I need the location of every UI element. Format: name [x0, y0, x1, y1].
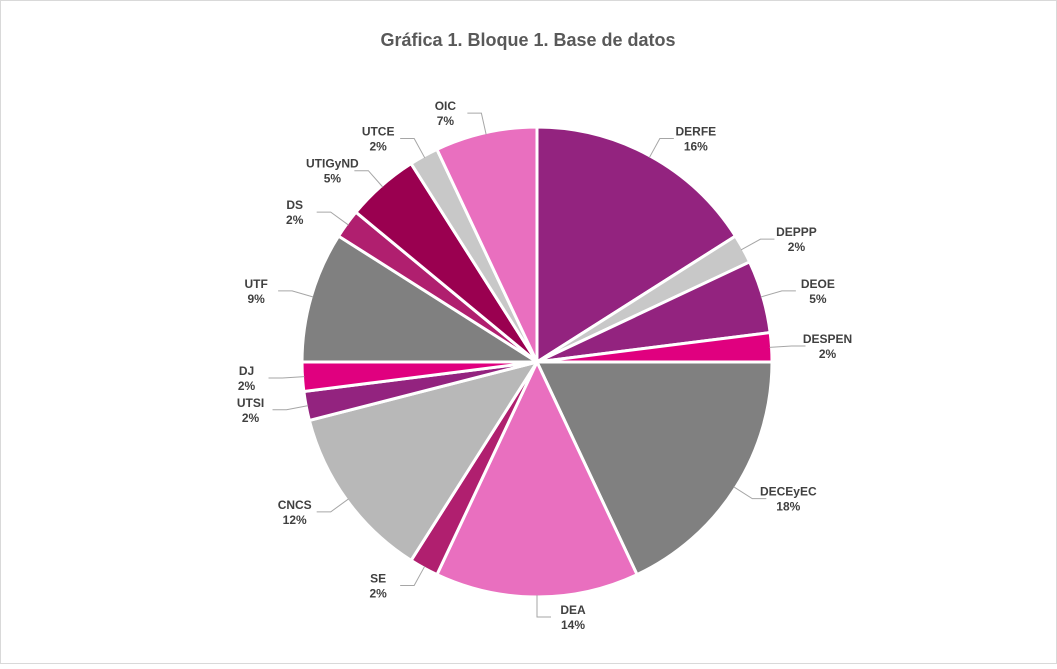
slice-value-label: 2% [286, 213, 304, 227]
slice-value-label: 5% [324, 172, 342, 186]
leader-line [400, 138, 426, 159]
leader-line [760, 290, 796, 298]
slice-value-label: 2% [369, 140, 387, 154]
leader-line [316, 211, 349, 226]
slice-label: DEA [560, 603, 586, 617]
leader-line [769, 345, 806, 348]
slice-value-label: 14% [561, 618, 585, 632]
slice-label: UTSI [237, 396, 264, 410]
leader-line [733, 486, 767, 500]
slice-label: DECEyEC [760, 485, 817, 499]
leader-line [272, 405, 309, 411]
slice-value-label: 12% [283, 513, 307, 527]
leader-line [740, 238, 775, 251]
slice-label: DEPPP [776, 225, 817, 239]
leader-line [400, 565, 426, 586]
leader-line [467, 112, 487, 135]
slice-value-label: 2% [369, 586, 387, 600]
slice-value-label: 16% [684, 140, 708, 154]
slice-value-label: 2% [819, 347, 837, 361]
leader-line [648, 138, 674, 159]
leader-line [536, 595, 551, 618]
leader-line [316, 498, 349, 513]
slice-value-label: 7% [437, 114, 455, 128]
slice-label: UTCE [362, 125, 395, 139]
slice-label: DS [286, 198, 303, 212]
slice-value-label: 2% [238, 379, 256, 393]
slice-label: CNCS [278, 498, 312, 512]
leader-line [278, 290, 314, 298]
slice-label: DJ [239, 364, 254, 378]
slice-label: UTF [244, 277, 267, 291]
leader-line [268, 376, 305, 379]
chart-title: Gráfica 1. Bloque 1. Base de datos [380, 30, 675, 50]
slice-label: SE [370, 571, 386, 585]
slice-value-label: 2% [788, 240, 806, 254]
slice-value-label: 18% [776, 500, 800, 514]
slice-value-label: 2% [242, 411, 260, 425]
slice-label: DESPEN [803, 332, 852, 346]
slice-label: OIC [435, 99, 457, 113]
slice-value-label: 9% [247, 292, 265, 306]
slice-label: DERFE [676, 125, 717, 139]
slice-value-label: 5% [809, 292, 827, 306]
slice-label: UTIGyND [306, 157, 359, 171]
slice-label: DEOE [801, 277, 835, 291]
leader-line [354, 170, 384, 188]
